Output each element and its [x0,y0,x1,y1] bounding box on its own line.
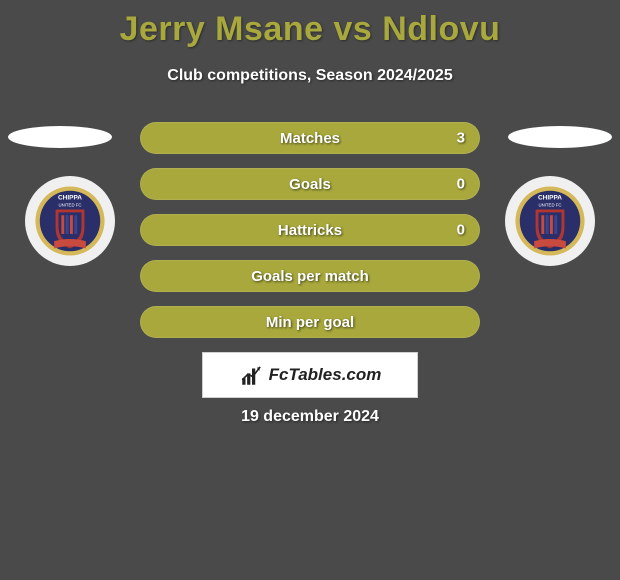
stat-bar-min-per-goal: Min per goal [140,306,480,338]
fctables-logo-icon [239,362,265,388]
fctables-logo[interactable]: FcTables.com [202,352,418,398]
stat-bar-hattricks: Hattricks 0 [140,214,480,246]
stat-bar-label: Matches [280,130,340,147]
club-crest-left: CHIPPA UNITED FC [25,176,115,266]
stat-bars: Matches 3 Goals 0 Hattricks 0 Goals per match M… [140,122,480,352]
page-title: Jerry Msane vs Ndlovu [0,0,620,49]
stat-bar-goals: Goals 0 [140,168,480,200]
stat-bar-label: Goals per match [251,268,369,285]
avatar-right-placeholder [508,126,612,148]
page-subtitle: Club competitions, Season 2024/2025 [0,67,620,85]
stat-bar-goals-per-match: Goals per match [140,260,480,292]
svg-text:CHIPPA: CHIPPA [58,194,82,201]
stat-bar-label: Hattricks [278,222,342,239]
svg-text:CHIPPA: CHIPPA [538,194,562,201]
stat-bar-value: 0 [457,176,465,193]
chippa-crest-icon: CHIPPA UNITED FC [514,185,586,257]
svg-text:UNITED FC: UNITED FC [59,203,82,208]
club-crest-right: CHIPPA UNITED FC [505,176,595,266]
fctables-logo-text: FcTables.com [269,365,382,385]
svg-text:UNITED FC: UNITED FC [539,203,562,208]
date-label: 19 december 2024 [0,408,620,426]
stat-bar-label: Goals [289,176,331,193]
stat-bar-value: 3 [457,130,465,147]
chippa-crest-icon: CHIPPA UNITED FC [34,185,106,257]
stat-bar-matches: Matches 3 [140,122,480,154]
stat-bar-label: Min per goal [266,314,354,331]
stat-bar-value: 0 [457,222,465,239]
avatar-left-placeholder [8,126,112,148]
